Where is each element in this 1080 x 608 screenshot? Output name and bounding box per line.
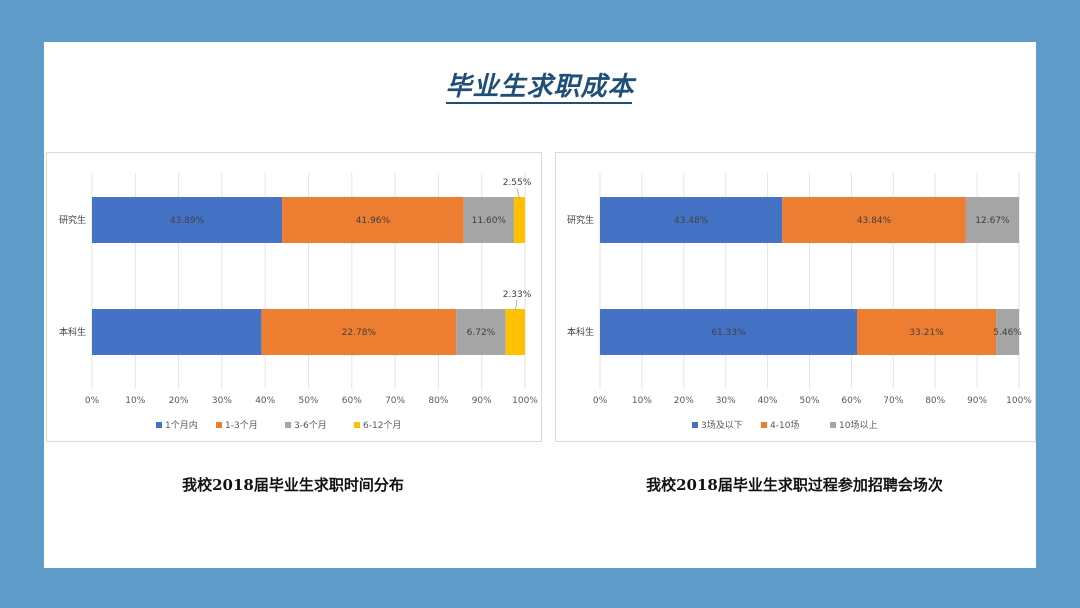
- bar-segment: [996, 309, 1019, 355]
- chart-svg: 0% 10% 20% 30% 40% 50% 60% 70% 80% 90% 100% 研究生 43.4…: [567, 173, 1032, 431]
- legend-swatch: [156, 422, 162, 428]
- x-tick-label: 80%: [428, 396, 448, 406]
- legend-swatch: [285, 422, 291, 428]
- leader-line: [514, 299, 518, 312]
- x-tick-label: 70%: [385, 396, 405, 406]
- x-tick-label: 60%: [342, 396, 362, 406]
- bar-segment: [463, 197, 514, 243]
- bar-segment: [600, 309, 857, 355]
- chart-svg: 0% 10% 20% 30% 40% 50% 60% 70% 80% 90% 100% 研究生 43.8…: [59, 173, 538, 431]
- legend-swatch: [692, 422, 698, 428]
- legend-swatch: [830, 422, 836, 428]
- data-label: 43.89%: [170, 216, 205, 226]
- category-label: 研究生: [567, 214, 594, 226]
- x-tick-label: 100%: [1006, 396, 1032, 406]
- x-tick-label: 70%: [883, 396, 903, 406]
- bar-segment: [505, 309, 525, 355]
- legend-label: 10场以上: [839, 420, 877, 431]
- legend-label: 3-6个月: [294, 420, 327, 431]
- x-tick-label: 100%: [512, 396, 538, 406]
- bar-segment: [92, 197, 283, 243]
- x-tick-label: 20%: [169, 396, 189, 406]
- data-label: 11.60%: [472, 216, 507, 226]
- bar-segment: [782, 197, 966, 243]
- x-tick-label: 30%: [212, 396, 232, 406]
- bar-segment: [282, 197, 464, 243]
- bar-segment: [92, 309, 262, 355]
- chart-job-search-duration: 0% 10% 20% 30% 40% 50% 60% 70% 80% 90% 100% 研究生 43.8…: [46, 152, 542, 442]
- bar-segment: [456, 309, 506, 355]
- x-tick-label: 20%: [674, 396, 694, 406]
- category-label: 研究生: [59, 214, 86, 226]
- data-label: 12.67%: [975, 216, 1010, 226]
- bar-segment: [600, 197, 783, 243]
- title-underline: [446, 102, 632, 104]
- data-label: 5.46%: [993, 328, 1022, 338]
- data-label: 22.78%: [342, 328, 377, 338]
- slide: 毕业生求职成本 0% 10% 20% 30% 40% 50% 60% 70% 80% 90% 100…: [44, 42, 1036, 568]
- x-tick-label: 50%: [298, 396, 318, 406]
- x-tick-label: 0%: [593, 396, 608, 406]
- legend-swatch: [761, 422, 767, 428]
- category-label: 本科生: [567, 326, 594, 338]
- data-label: 61.33%: [711, 328, 746, 338]
- x-tick-label: 80%: [925, 396, 945, 406]
- x-tick-label: 0%: [85, 396, 100, 406]
- x-tick-label: 40%: [758, 396, 778, 406]
- x-tick-label: 90%: [967, 396, 987, 406]
- category-label: 本科生: [59, 326, 86, 338]
- x-tick-label: 10%: [632, 396, 652, 406]
- legend-label: 6-12个月: [363, 420, 401, 431]
- leader-line: [516, 187, 520, 200]
- x-tick-label: 30%: [716, 396, 736, 406]
- caption-right: 我校2018届毕业生求职过程参加招聘会场次: [646, 476, 943, 494]
- bar-segment: [856, 309, 997, 355]
- legend-label: 1-3个月: [225, 420, 258, 431]
- page-title: 毕业生求职成本: [445, 72, 635, 102]
- legend-label: 3场及以下: [701, 420, 743, 431]
- data-label: 2.55%: [503, 178, 532, 188]
- x-tick-label: 40%: [255, 396, 275, 406]
- caption-left: 我校2018届毕业生求职时间分布: [182, 476, 404, 494]
- bar-segment: [513, 197, 525, 243]
- data-label: 6.72%: [467, 328, 496, 338]
- legend-label: 4-10场: [770, 420, 799, 431]
- chart-job-fair-count: 0% 10% 20% 30% 40% 50% 60% 70% 80% 90% 100% 研究生 43.4…: [555, 152, 1036, 442]
- data-label: 43.84%: [857, 216, 892, 226]
- data-label: 2.33%: [503, 290, 532, 300]
- data-label: 33.21%: [909, 328, 944, 338]
- x-tick-label: 60%: [841, 396, 861, 406]
- bar-segment: [261, 309, 457, 355]
- legend-swatch: [354, 422, 360, 428]
- legend-swatch: [216, 422, 222, 428]
- data-label: 43.48%: [674, 216, 709, 226]
- legend-label: 1个月内: [165, 419, 198, 431]
- x-tick-label: 10%: [125, 396, 145, 406]
- bar-segment: [965, 197, 1019, 243]
- data-label: 41.96%: [356, 216, 391, 226]
- x-tick-label: 50%: [799, 396, 819, 406]
- x-tick-label: 90%: [472, 396, 492, 406]
